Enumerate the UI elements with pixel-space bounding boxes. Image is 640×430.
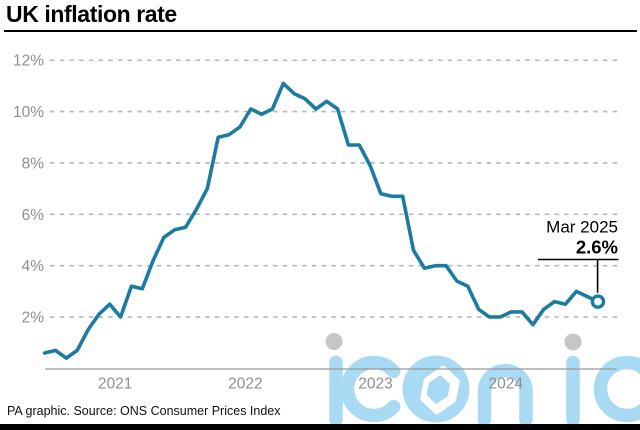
page-title: UK inflation rate <box>6 1 177 27</box>
annotation-value: 2.6% <box>576 237 618 258</box>
x-tick-label-2024: 2024 <box>488 376 523 393</box>
inflation-series-line <box>42 81 600 360</box>
x-tick-label-2021: 2021 <box>98 376 132 393</box>
x-tick-label-2022: 2022 <box>228 376 262 393</box>
watermark-i2-dot <box>564 333 582 351</box>
x-axis-labels: 2021 2022 2023 2024 <box>98 376 523 393</box>
y-tick-label-4: 4% <box>22 258 45 275</box>
watermark-c1 <box>340 355 401 423</box>
watermark-o-hexagon-blue <box>426 375 450 404</box>
y-tick-label-12: 12% <box>13 53 44 70</box>
annotation-date: Mar 2025 <box>546 218 618 237</box>
watermark-n <box>477 363 533 427</box>
x-tick-label-2023: 2023 <box>358 376 392 393</box>
title-rule <box>4 29 637 32</box>
y-axis-labels: 2% 4% 6% 8% 10% 12% <box>13 53 44 327</box>
gridlines <box>50 59 619 318</box>
source-note: PA graphic. Source: ONS Consumer Prices … <box>7 404 281 418</box>
y-tick-label-10: 10% <box>13 104 44 121</box>
y-tick-label-6: 6% <box>22 207 45 224</box>
y-tick-label-8: 8% <box>22 155 45 172</box>
watermark-i1-dot <box>325 333 343 350</box>
bottom-bar <box>0 424 640 430</box>
y-tick-label-2: 2% <box>22 310 45 327</box>
latest-point-marker <box>590 294 606 309</box>
watermark-letters <box>325 333 640 427</box>
annotation: Mar 2025 2.6% <box>538 218 619 309</box>
watermark-c2 <box>593 355 640 423</box>
